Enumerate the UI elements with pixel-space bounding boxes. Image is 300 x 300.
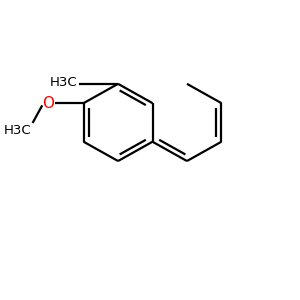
Text: O: O	[42, 96, 54, 111]
Text: H3C: H3C	[4, 124, 31, 137]
Text: H3C: H3C	[50, 76, 77, 89]
